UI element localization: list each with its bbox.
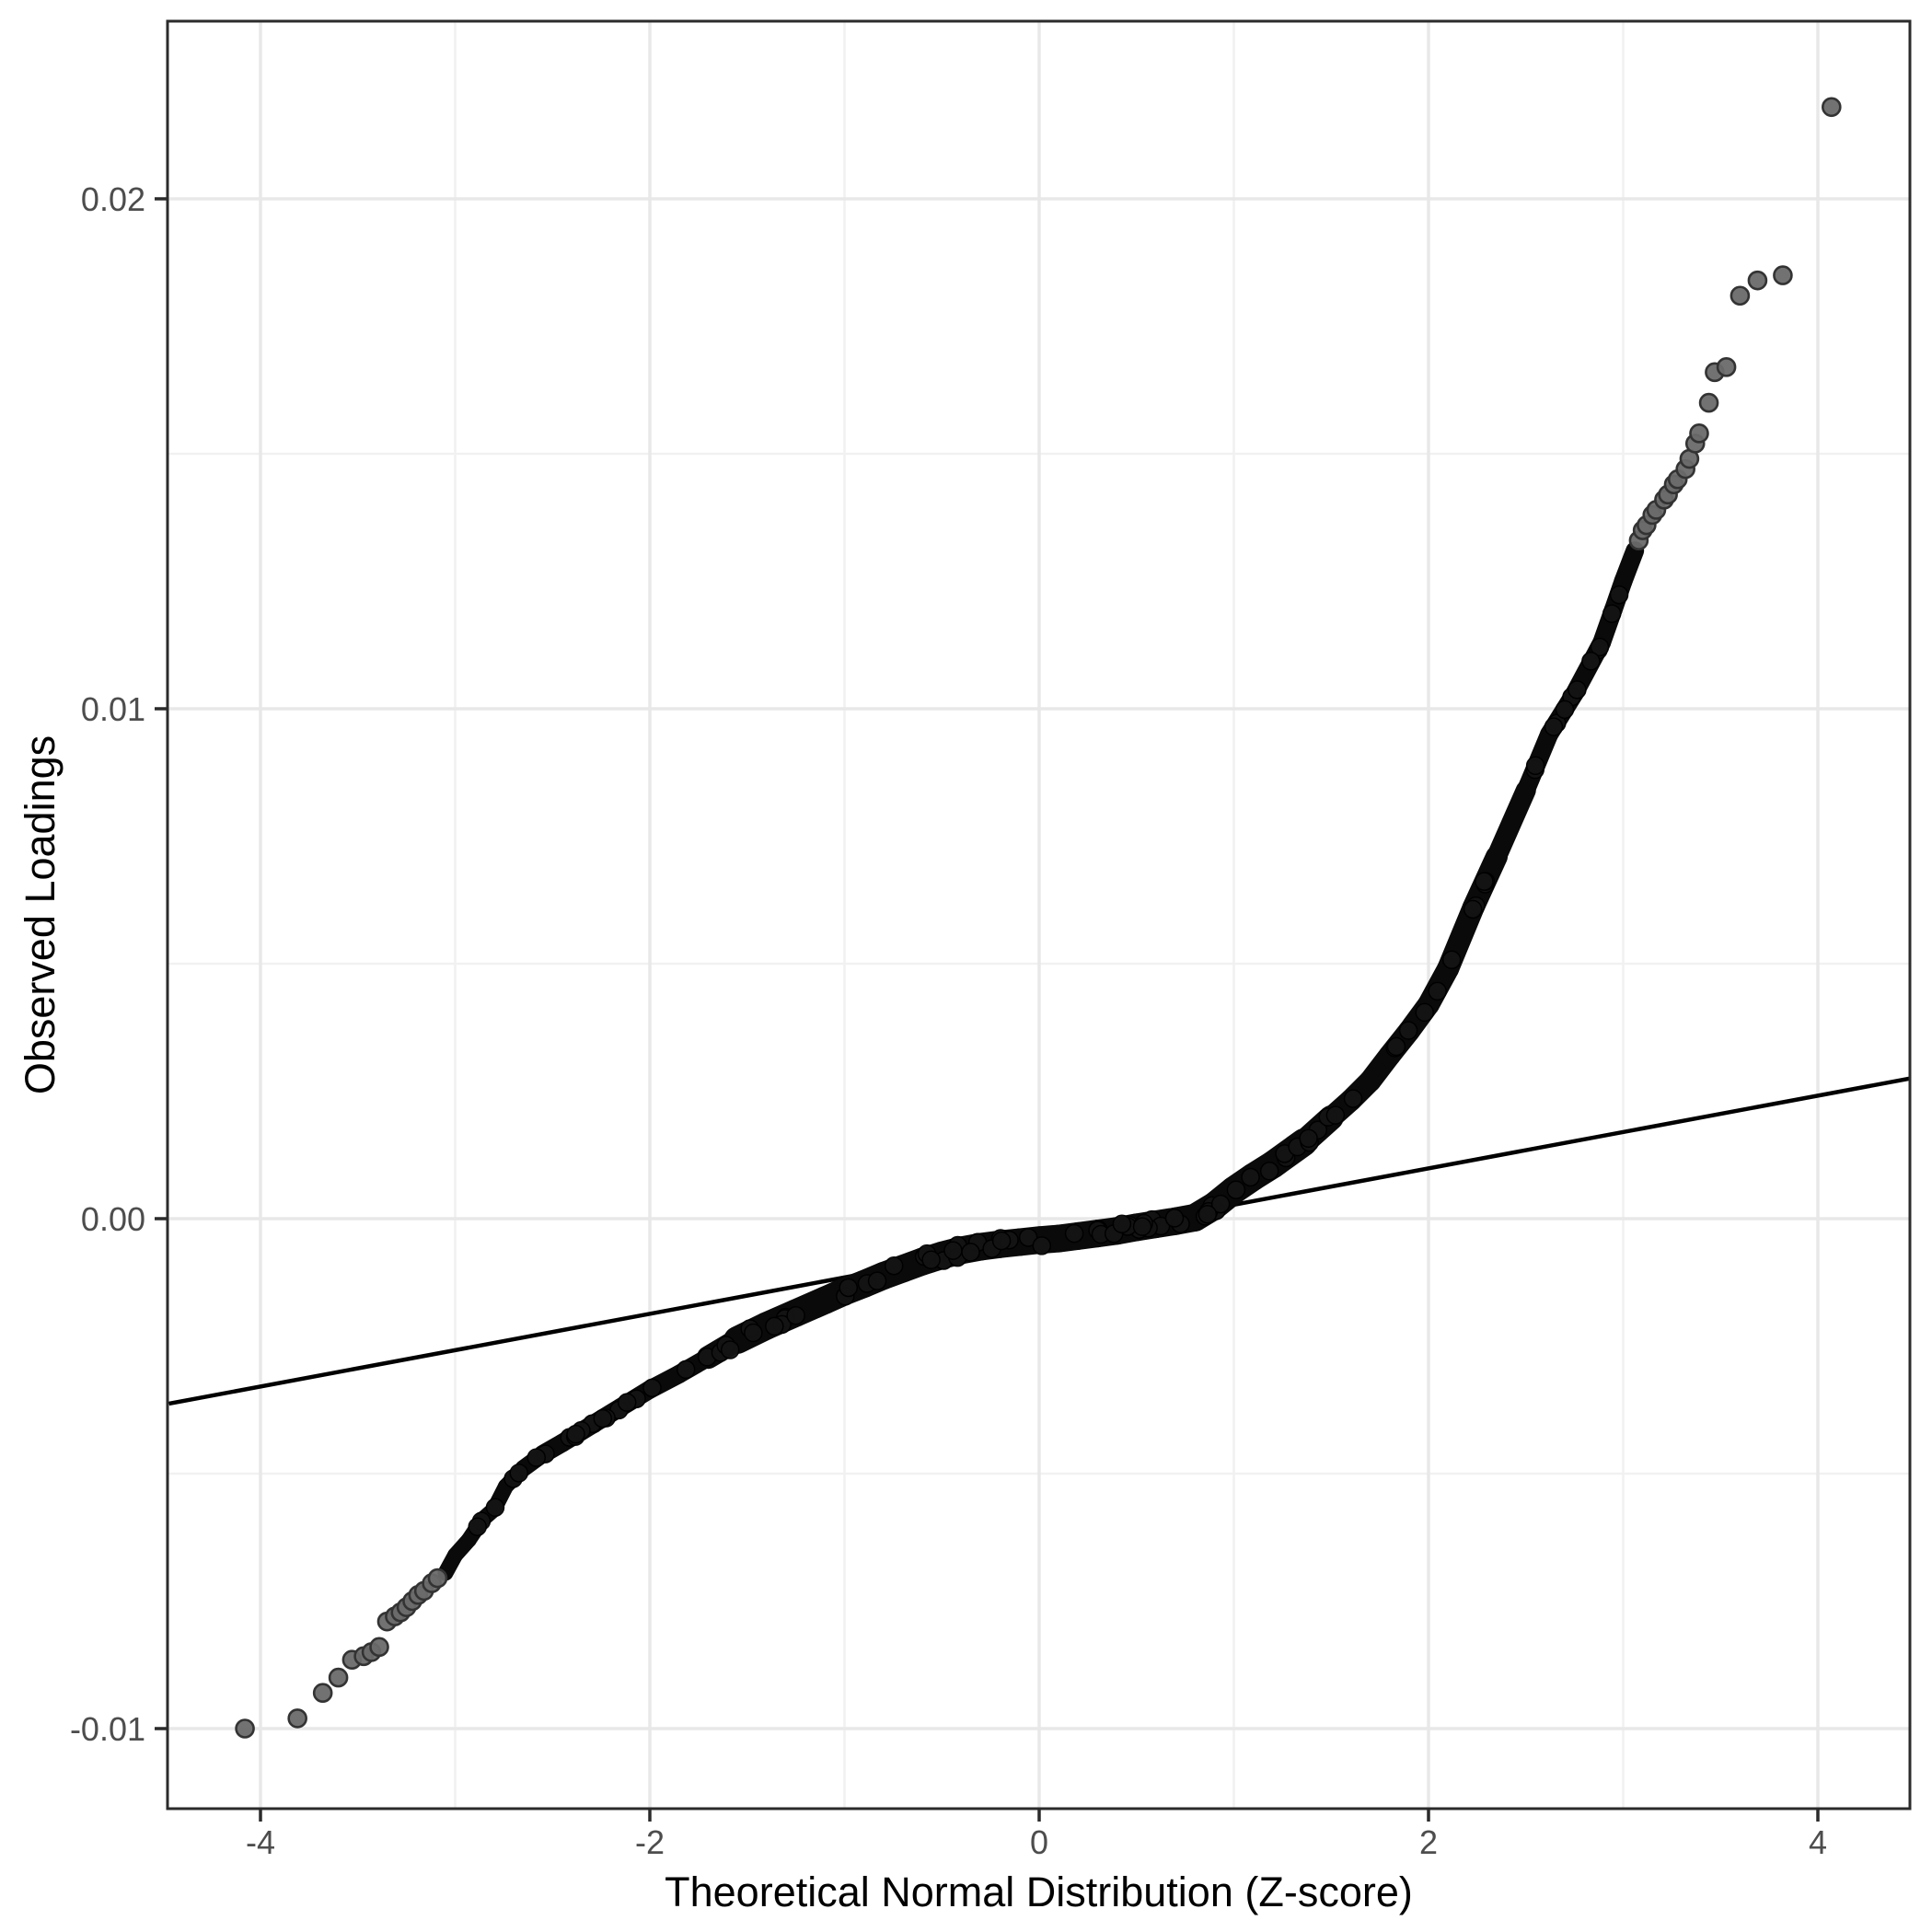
data-point <box>1730 285 1751 307</box>
dense-band-point <box>676 1359 696 1380</box>
dense-band-point <box>1226 1180 1246 1199</box>
dense-band-point <box>1568 680 1587 700</box>
dense-band-point <box>1325 1105 1346 1125</box>
dense-band-point <box>867 1271 887 1290</box>
dense-band-point <box>1463 899 1483 920</box>
x-tick-label: -2 <box>635 1823 665 1861</box>
dense-band-point <box>1555 700 1575 720</box>
dense-band-point <box>1241 1167 1260 1187</box>
dense-band-point <box>1415 1002 1434 1023</box>
dense-band-point <box>1544 717 1564 736</box>
dense-band-point <box>921 1250 941 1270</box>
dense-band-point <box>1525 756 1545 776</box>
dense-band-point <box>1018 1228 1038 1247</box>
data-point <box>287 1708 307 1729</box>
dense-band-point <box>961 1243 980 1262</box>
dense-band-point <box>884 1255 904 1276</box>
dense-band-point <box>1210 1194 1231 1214</box>
dense-band-point <box>1475 872 1494 891</box>
y-tick-label: 0.00 <box>81 1200 145 1238</box>
x-tick-label: -4 <box>246 1823 275 1861</box>
x-tick-label: 4 <box>1809 1823 1827 1861</box>
dense-band-segment <box>1614 541 1645 591</box>
dense-band-segment <box>1487 780 1536 867</box>
data-point <box>1698 392 1719 413</box>
data-point <box>1773 265 1793 285</box>
x-axis-title: Theoretical Normal Distribution (Z-score… <box>665 1868 1413 1915</box>
dense-band-point <box>839 1278 858 1298</box>
dense-band-point <box>765 1316 784 1336</box>
dense-band-point <box>468 1517 487 1536</box>
y-tick-label: 0.02 <box>81 180 145 218</box>
y-axis-title: Observed Loadings <box>17 735 64 1095</box>
data-point <box>1747 270 1768 291</box>
dense-band-point <box>526 1448 547 1467</box>
data-point <box>312 1683 333 1704</box>
dense-band-point <box>1132 1217 1152 1236</box>
dense-band-point <box>642 1378 662 1398</box>
dense-band-point <box>509 1463 529 1483</box>
data-point <box>1822 97 1842 118</box>
dense-band-point <box>1299 1128 1318 1149</box>
y-tick-label: 0.01 <box>81 690 145 728</box>
data-point <box>1716 357 1737 377</box>
data-point <box>427 1568 448 1589</box>
dense-band-point <box>1112 1214 1132 1234</box>
dense-band-point <box>485 1498 505 1518</box>
dense-band-point <box>943 1241 963 1260</box>
dense-band-point <box>1164 1209 1185 1228</box>
dense-band-point <box>1609 584 1629 605</box>
data-point <box>369 1637 389 1658</box>
dense-band-point <box>1197 1204 1218 1224</box>
dense-band-point <box>1590 637 1610 657</box>
data-point <box>1689 423 1709 444</box>
dense-band-point <box>1064 1223 1084 1244</box>
data-point <box>235 1718 255 1739</box>
dense-band-point <box>593 1408 613 1429</box>
y-tick-label: -0.01 <box>70 1710 145 1748</box>
dense-band-point <box>720 1340 740 1359</box>
dense-band-point <box>744 1323 763 1343</box>
dense-band-point <box>991 1231 1012 1251</box>
data-point <box>328 1667 349 1688</box>
dense-band-point <box>1343 1089 1363 1108</box>
dense-band-point <box>1428 981 1447 1001</box>
dense-band-point <box>1398 1021 1418 1040</box>
dense-band-point <box>617 1393 637 1412</box>
x-tick-label: 0 <box>1030 1823 1048 1861</box>
dense-band-point <box>1441 950 1462 969</box>
dense-band-point <box>1032 1236 1052 1255</box>
x-tick-label: 2 <box>1419 1823 1438 1861</box>
dense-band-point <box>1602 604 1622 623</box>
dense-band-point <box>566 1424 585 1444</box>
dense-band-point <box>1581 652 1601 671</box>
dense-band-point <box>786 1305 805 1325</box>
dense-band-point <box>1259 1162 1279 1181</box>
dense-band-point <box>1386 1036 1406 1057</box>
